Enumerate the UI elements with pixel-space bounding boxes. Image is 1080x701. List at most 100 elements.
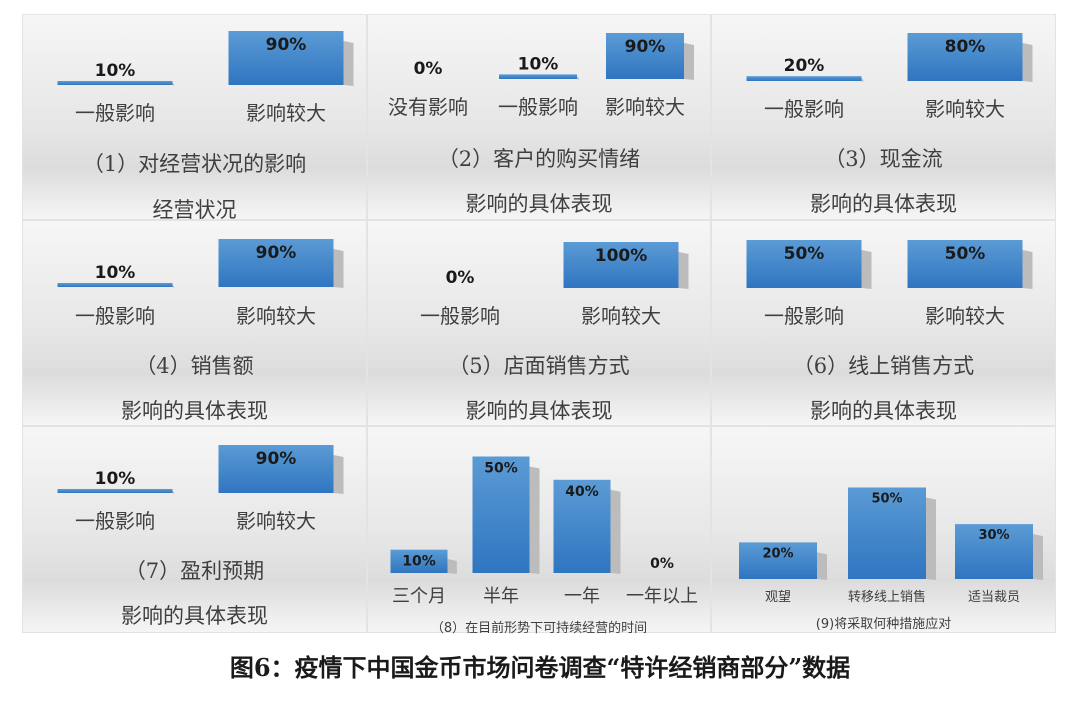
data-label: 20% <box>784 56 825 76</box>
category-label: 半年 <box>483 586 519 607</box>
category-label: 适当裁员 <box>968 589 1020 605</box>
bar <box>907 240 1023 288</box>
data-label: 90% <box>256 243 297 263</box>
category-label: 影响较大 <box>581 304 661 328</box>
bar-chart-1: 10% 一般影响 90% 影响较大 <box>57 31 354 125</box>
bar-shadow <box>861 78 864 82</box>
data-label: 20% <box>762 546 793 561</box>
category-label: 一般影响 <box>764 97 844 121</box>
bar-chart-6: 50% 一般影响 50% 影响较大 <box>746 240 1033 328</box>
category-label: 一般影响 <box>764 304 844 328</box>
bar-shadow <box>926 497 936 580</box>
chart-panel-2: 0% 没有影响 10% 一般影响 90% 影响较大 （2）客户的购买情绪 影响的具体表现 <box>367 14 711 220</box>
category-label: 一年以上 <box>626 586 698 607</box>
data-label: 40% <box>565 484 599 500</box>
bar-shadow <box>447 559 457 574</box>
bar-shadow <box>333 455 344 494</box>
bar-chart-9: 20% 观望 50% 转移线上销售 30% 适当裁员 <box>739 487 1043 605</box>
data-label: 50% <box>871 492 902 507</box>
figure-caption: 图6：疫情下中国金币市场问卷调查“特许经销商部分”数据 <box>229 653 851 682</box>
bar <box>955 524 1033 579</box>
bar <box>218 445 334 493</box>
chart-title: (9)将采取何种措施应对 <box>815 617 952 632</box>
bar <box>218 239 334 287</box>
bar-shadow <box>684 43 694 80</box>
data-label: 90% <box>256 449 297 469</box>
bar <box>57 489 173 493</box>
chart-subtitle: 影响的具体表现 <box>121 604 268 628</box>
bar-shadow <box>172 82 175 86</box>
chart-title: （3）现金流 <box>824 147 943 171</box>
chart-title: （2）客户的购买情绪 <box>437 147 641 171</box>
chart-title: （4）销售额 <box>135 354 254 378</box>
data-label: 100% <box>595 246 648 266</box>
bar-shadow <box>333 249 344 288</box>
bar <box>390 549 448 573</box>
chart-subtitle: 影响的具体表现 <box>121 399 268 423</box>
data-label: 90% <box>625 37 666 57</box>
data-label: 0% <box>414 59 443 79</box>
bar <box>746 240 862 288</box>
chart-subtitle: 影响的具体表现 <box>810 399 957 423</box>
category-label: 三个月 <box>392 586 446 607</box>
data-label: 10% <box>518 54 559 74</box>
bar-chart-2: 0% 没有影响 10% 一般影响 90% 影响较大 <box>388 33 694 119</box>
bar-shadow <box>577 76 579 80</box>
bar-shadow <box>1033 534 1043 580</box>
bar-shadow <box>610 489 621 574</box>
category-label: 一般影响 <box>75 509 155 533</box>
chart-title: （8）在目前形势下可持续经营的时间 <box>430 621 648 636</box>
chart-subtitle: 经营状况 <box>152 198 237 222</box>
category-label: 影响较大 <box>236 509 316 533</box>
chart-panel-8: 10% 三个月 50% 半年 40% 一年 0% 一年以上 （8）在目前形势下可持续经营的时间 <box>367 426 711 636</box>
category-label: 影响较大 <box>925 97 1005 121</box>
chart-subtitle: 影响的具体表现 <box>465 399 613 423</box>
chart-subtitle: 影响的具体表现 <box>810 192 957 216</box>
data-label: 50% <box>945 244 986 264</box>
chart-title: （7）盈利预期 <box>124 559 265 583</box>
chart-subtitle: 影响的具体表现 <box>465 192 613 216</box>
bar-chart-4: 10% 一般影响 90% 影响较大 <box>57 239 344 328</box>
bar <box>57 283 173 287</box>
category-label: 一般影响 <box>420 304 500 328</box>
data-label: 0% <box>446 268 475 288</box>
bar <box>57 81 173 85</box>
bar <box>739 542 817 579</box>
bar-shadow <box>817 552 827 580</box>
data-label: 50% <box>484 461 518 477</box>
bar-shadow <box>172 490 175 494</box>
bar-shadow <box>678 252 689 289</box>
data-label: 30% <box>978 528 1009 543</box>
category-label: 转移线上销售 <box>848 589 926 605</box>
data-label: 80% <box>945 37 986 57</box>
bar-chart-7: 10% 一般影响 90% 影响较大 <box>57 445 344 533</box>
bar <box>563 242 679 288</box>
chart-panel-9: 20% 观望 50% 转移线上销售 30% 适当裁员 (9)将采取何种措施应对 <box>711 426 1056 633</box>
data-label: 90% <box>266 35 307 55</box>
bar-shadow <box>1022 250 1033 289</box>
chart-panel-7: 10% 一般影响 90% 影响较大 （7）盈利预期 影响的具体表现 <box>22 426 367 633</box>
bar-shadow <box>343 41 354 86</box>
chart-panel-3: 20% 一般影响 80% 影响较大 （3）现金流 影响的具体表现 <box>711 14 1056 220</box>
bar-chart-8: 10% 三个月 50% 半年 40% 一年 0% 一年以上 <box>390 456 698 607</box>
category-label: 一般影响 <box>75 304 155 328</box>
category-label: 一般影响 <box>498 95 578 119</box>
category-label: 影响较大 <box>246 101 326 125</box>
chart-panel-5: 0% 一般影响 100% 影响较大 （5）店面销售方式 影响的具体表现 <box>367 220 711 426</box>
data-label: 0% <box>650 556 674 572</box>
bar <box>499 74 577 79</box>
data-label: 10% <box>95 61 136 81</box>
chart-panel-1: 10% 一般影响 90% 影响较大 （1）对经营状况的影响 经营状况 <box>22 14 367 222</box>
bar-shadow <box>861 250 872 289</box>
bar-shadow <box>172 284 175 288</box>
bar <box>907 33 1023 81</box>
chart-panel-6: 50% 一般影响 50% 影响较大 （6）线上销售方式 影响的具体表现 <box>711 220 1056 426</box>
bar <box>472 456 530 573</box>
chart-panel-4: 10% 一般影响 90% 影响较大 （4）销售额 影响的具体表现 <box>22 220 367 426</box>
category-label: 观望 <box>765 589 791 605</box>
chart-title: （1）对经营状况的影响 <box>82 152 307 176</box>
category-label: 一般影响 <box>75 101 155 125</box>
category-label: 没有影响 <box>388 95 468 119</box>
bar <box>606 33 684 79</box>
category-label: 一年 <box>564 586 600 607</box>
